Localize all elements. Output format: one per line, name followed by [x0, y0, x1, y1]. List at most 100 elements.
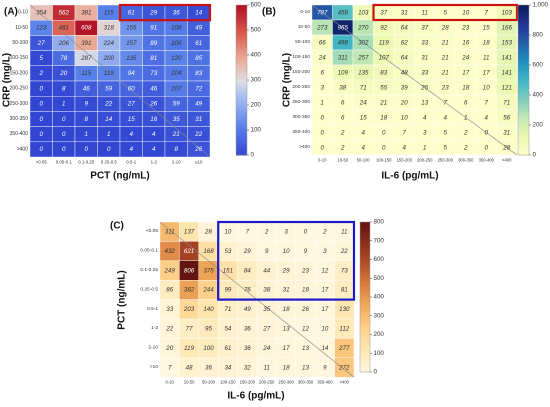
cell-value: 12 [321, 267, 328, 274]
colorbar-segment [360, 277, 370, 281]
colorbar-segment [236, 22, 247, 26]
x-tick-label: 350-400 [317, 380, 333, 385]
colorbar-segment [360, 254, 370, 258]
cell-value: 112 [339, 326, 349, 333]
colorbar-segment [360, 362, 370, 366]
cell-value: 21 [441, 39, 449, 46]
x-tick-label: 300-350 [298, 380, 314, 385]
colorbar-segment [360, 259, 370, 263]
colorbar-tick-label: 700 [374, 237, 385, 244]
y-tick-label: 0-10 [300, 9, 310, 15]
colorbar-segment [518, 152, 529, 156]
colorbar-segment [518, 140, 529, 144]
colorbar-tick-label: 200 [251, 102, 262, 109]
colorbar-segment [360, 347, 370, 351]
cell-value: 4 [152, 131, 156, 138]
cell-value: 46 [150, 85, 157, 92]
colorbar-segment [236, 95, 247, 99]
colorbar-segment [360, 249, 370, 253]
heatmap-panel-1 [29, 3, 249, 158]
cell-value: 24 [262, 345, 270, 352]
cell-value: 7 [246, 229, 250, 236]
cell-value: 119 [379, 39, 389, 46]
cell-value: 0 [107, 146, 111, 153]
colorbar-segment [360, 349, 370, 353]
y-tick-label: 2-10 [148, 345, 158, 351]
panel-label: (C) [110, 221, 124, 232]
colorbar-segment [236, 102, 247, 106]
x-tick-label: 150-200 [397, 158, 413, 163]
colorbar-segment [236, 82, 247, 86]
cell-value: 381 [81, 9, 91, 16]
cell-value: 0 [40, 116, 44, 123]
cell-value: 33 [166, 306, 173, 313]
y-tick-label: <0.05 [146, 228, 158, 234]
colorbar-segment [360, 359, 370, 363]
colorbar-segment [518, 45, 529, 49]
colorbar-segment [518, 120, 529, 124]
colorbar-segment [518, 142, 529, 146]
cell-value: 21 [379, 99, 387, 106]
cell-value: 73 [341, 267, 348, 274]
colorbar-segment [360, 369, 370, 373]
cell-value: 61 [128, 9, 135, 16]
colorbar-segment [360, 327, 370, 331]
colorbar-segment [360, 287, 370, 291]
colorbar-segment [360, 352, 370, 356]
x-tick-label: 250-300 [438, 158, 454, 163]
y-tick-label: 0.1-0.25 [140, 267, 158, 273]
cell-value: 272 [338, 364, 350, 371]
colorbar-segment [360, 344, 370, 348]
cell-value: 61 [195, 40, 202, 47]
cell-value: 71 [360, 84, 367, 91]
colorbar-segment [236, 35, 247, 39]
colorbar-segment [518, 15, 529, 19]
colorbar-segment [236, 127, 247, 131]
cell-value: 0 [40, 146, 44, 153]
cell-value: 22 [194, 131, 202, 138]
cell-value: 76 [244, 287, 251, 294]
y-tick-label: 300-350 [292, 114, 310, 120]
cell-value: 71 [224, 306, 231, 313]
colorbar-segment [518, 27, 529, 31]
cell-value: 0 [62, 131, 66, 138]
cell-value: 107 [379, 54, 390, 61]
colorbar-tick-label: 100 [374, 350, 385, 357]
colorbar-segment [518, 132, 529, 136]
cell-value: 302 [358, 39, 369, 46]
colorbar-segment [236, 132, 247, 136]
colorbar-segment [518, 22, 529, 26]
colorbar-tick-label: 600 [374, 256, 385, 263]
cell-value: 135 [358, 69, 369, 76]
cell-value: 2 [340, 129, 345, 136]
cell-value: 10 [401, 114, 408, 121]
colorbar-segment [360, 229, 370, 233]
cell-value: 78 [60, 55, 67, 62]
heatmap-panel-3 [159, 220, 372, 378]
colorbar-segment [360, 302, 370, 306]
x-tick-label: 0-10 [318, 158, 327, 163]
cell-value: 54 [224, 326, 231, 333]
colorbar-segment [518, 100, 529, 104]
cell-value: 1 [321, 99, 324, 106]
cell-value: 2 [340, 144, 345, 151]
x-tick-label: 150-200 [240, 380, 256, 385]
cell-value: 13 [283, 326, 290, 333]
colorbar-segment [360, 282, 370, 286]
colorbar-segment [360, 339, 370, 343]
cell-value: 4 [130, 146, 134, 153]
cell-value: 104 [171, 70, 182, 77]
cell-value: 108 [171, 25, 182, 32]
cell-value: 10 [283, 248, 290, 255]
colorbar-segment [236, 137, 247, 141]
colorbar-segment [236, 25, 247, 29]
colorbar-segment [518, 107, 529, 111]
x-tick-label: 100-150 [220, 380, 236, 385]
cell-value: 0 [40, 131, 44, 138]
cell-value: 32 [244, 364, 251, 371]
cell-value: 8 [175, 146, 179, 153]
cell-value: 73 [150, 70, 157, 77]
colorbar-segment [518, 37, 529, 41]
cell-value: 26 [301, 306, 309, 313]
